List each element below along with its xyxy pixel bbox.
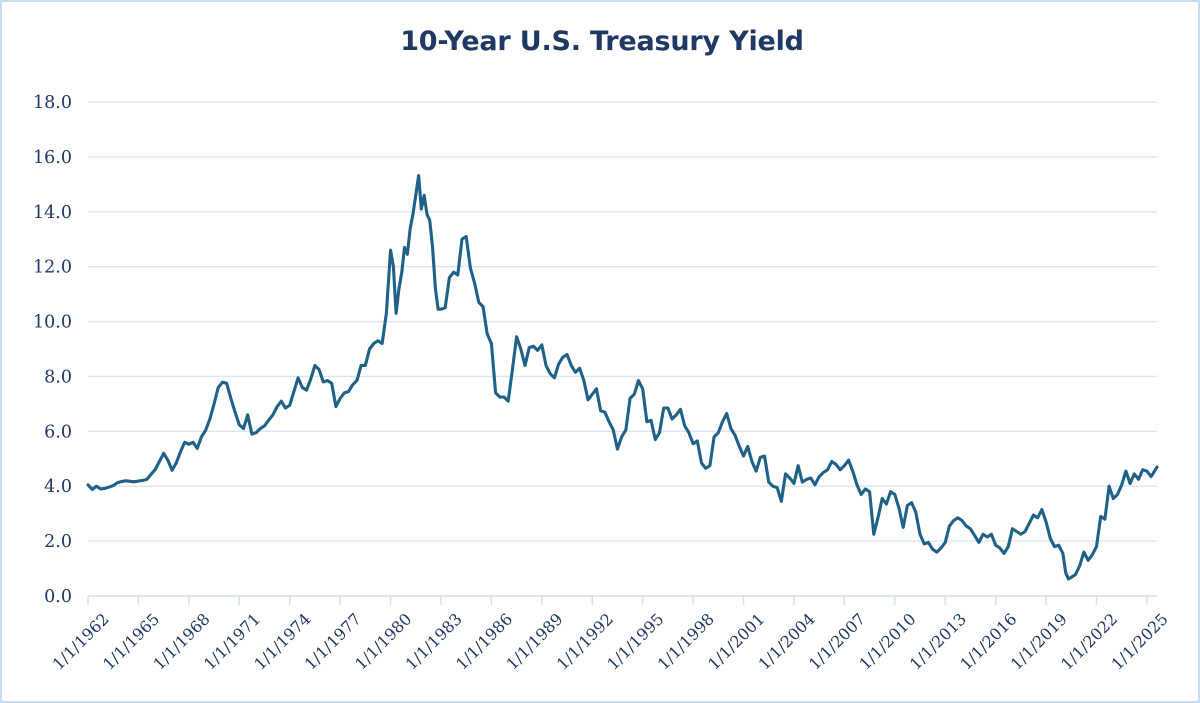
y-axis-tick-labels: 0.0 2.0 4.0 6.0 8.0 10.0 12.0 14.0 16.0 18.0 <box>33 93 72 607</box>
y-tick-label: 16.0 <box>33 148 72 168</box>
data-series <box>86 174 1159 581</box>
y-tick-label: 8.0 <box>44 367 72 387</box>
y-tick-label: 14.0 <box>33 203 72 223</box>
y-tick-label: 18.0 <box>33 93 72 113</box>
y-tick-label: 2.0 <box>44 532 72 552</box>
page-title: 10-Year U.S. Treasury Yield <box>400 26 804 57</box>
y-tick-label: 0.0 <box>44 587 72 607</box>
y-tick-label: 12.0 <box>33 258 72 278</box>
x-axis-tick-marks <box>87 596 1148 605</box>
y-tick-label: 10.0 <box>33 313 72 333</box>
x-axis-tick-labels: 1/1/19621/1/19651/1/19681/1/19711/1/1974… <box>49 609 1172 673</box>
y-tick-label: 4.0 <box>44 477 72 497</box>
gridlines <box>88 101 1157 542</box>
series-line-treasury-yield <box>86 174 1159 581</box>
y-tick-label: 6.0 <box>44 422 72 442</box>
